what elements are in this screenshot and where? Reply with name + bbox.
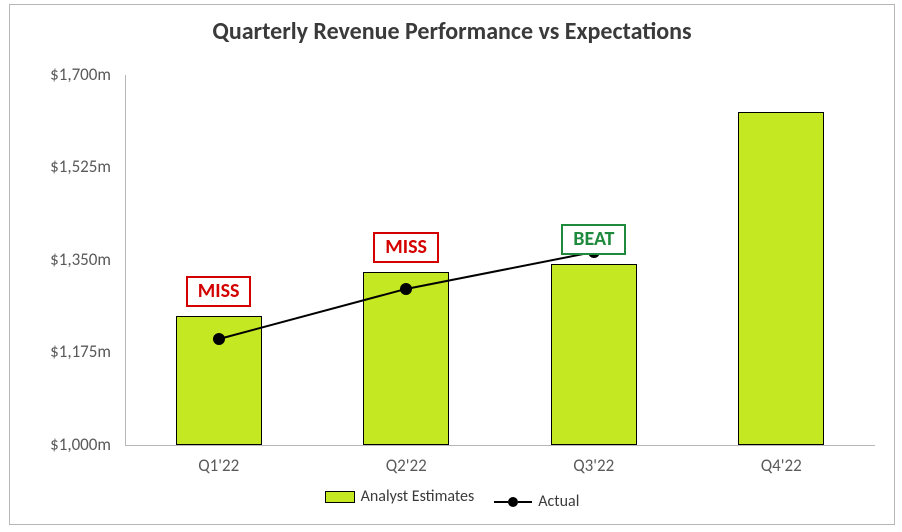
y-tick-label: $1,350m: [11, 249, 111, 270]
miss-badge: MISS: [373, 232, 439, 263]
bar: [738, 112, 824, 445]
y-tick-label: $1,000m: [11, 434, 111, 455]
legend-swatch: [325, 491, 355, 503]
y-axis: [125, 75, 126, 445]
y-tick-label: $1,525m: [11, 156, 111, 177]
line-marker: [400, 283, 412, 295]
legend-label: Actual: [538, 492, 579, 511]
chart-title: Quarterly Revenue Performance vs Expecta…: [10, 17, 894, 46]
line-marker: [213, 333, 225, 345]
y-tick-label: $1,175m: [11, 341, 111, 362]
x-axis: [125, 445, 875, 446]
bar: [551, 264, 637, 445]
x-tick-label: Q1'22: [125, 455, 313, 476]
miss-badge: MISS: [186, 276, 252, 307]
x-tick-label: Q3'22: [500, 455, 688, 476]
legend-item: Analyst Estimates: [325, 487, 475, 506]
legend: Analyst Estimates Actual: [10, 487, 894, 511]
x-tick-label: Q4'22: [688, 455, 876, 476]
beat-badge: BEAT: [561, 224, 626, 255]
legend-label: Analyst Estimates: [361, 487, 475, 506]
legend-line-icon: [494, 497, 532, 507]
legend-item: Actual: [494, 492, 579, 511]
chart-container: Quarterly Revenue Performance vs Expecta…: [9, 4, 895, 525]
x-tick-label: Q2'22: [313, 455, 501, 476]
y-tick-label: $1,700m: [11, 64, 111, 85]
